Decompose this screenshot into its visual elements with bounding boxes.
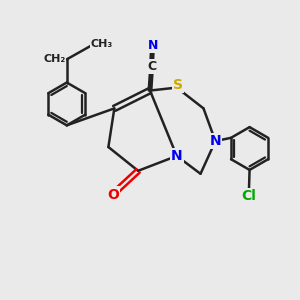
Text: N: N [148,40,158,52]
Text: O: O [107,188,119,202]
Text: N: N [171,149,183,163]
Text: CH₂: CH₂ [43,54,65,64]
Text: S: S [173,78,183,92]
Text: CH₃: CH₃ [91,40,113,50]
Text: Cl: Cl [242,189,256,203]
Text: N: N [210,134,221,148]
Text: C: C [148,60,157,73]
